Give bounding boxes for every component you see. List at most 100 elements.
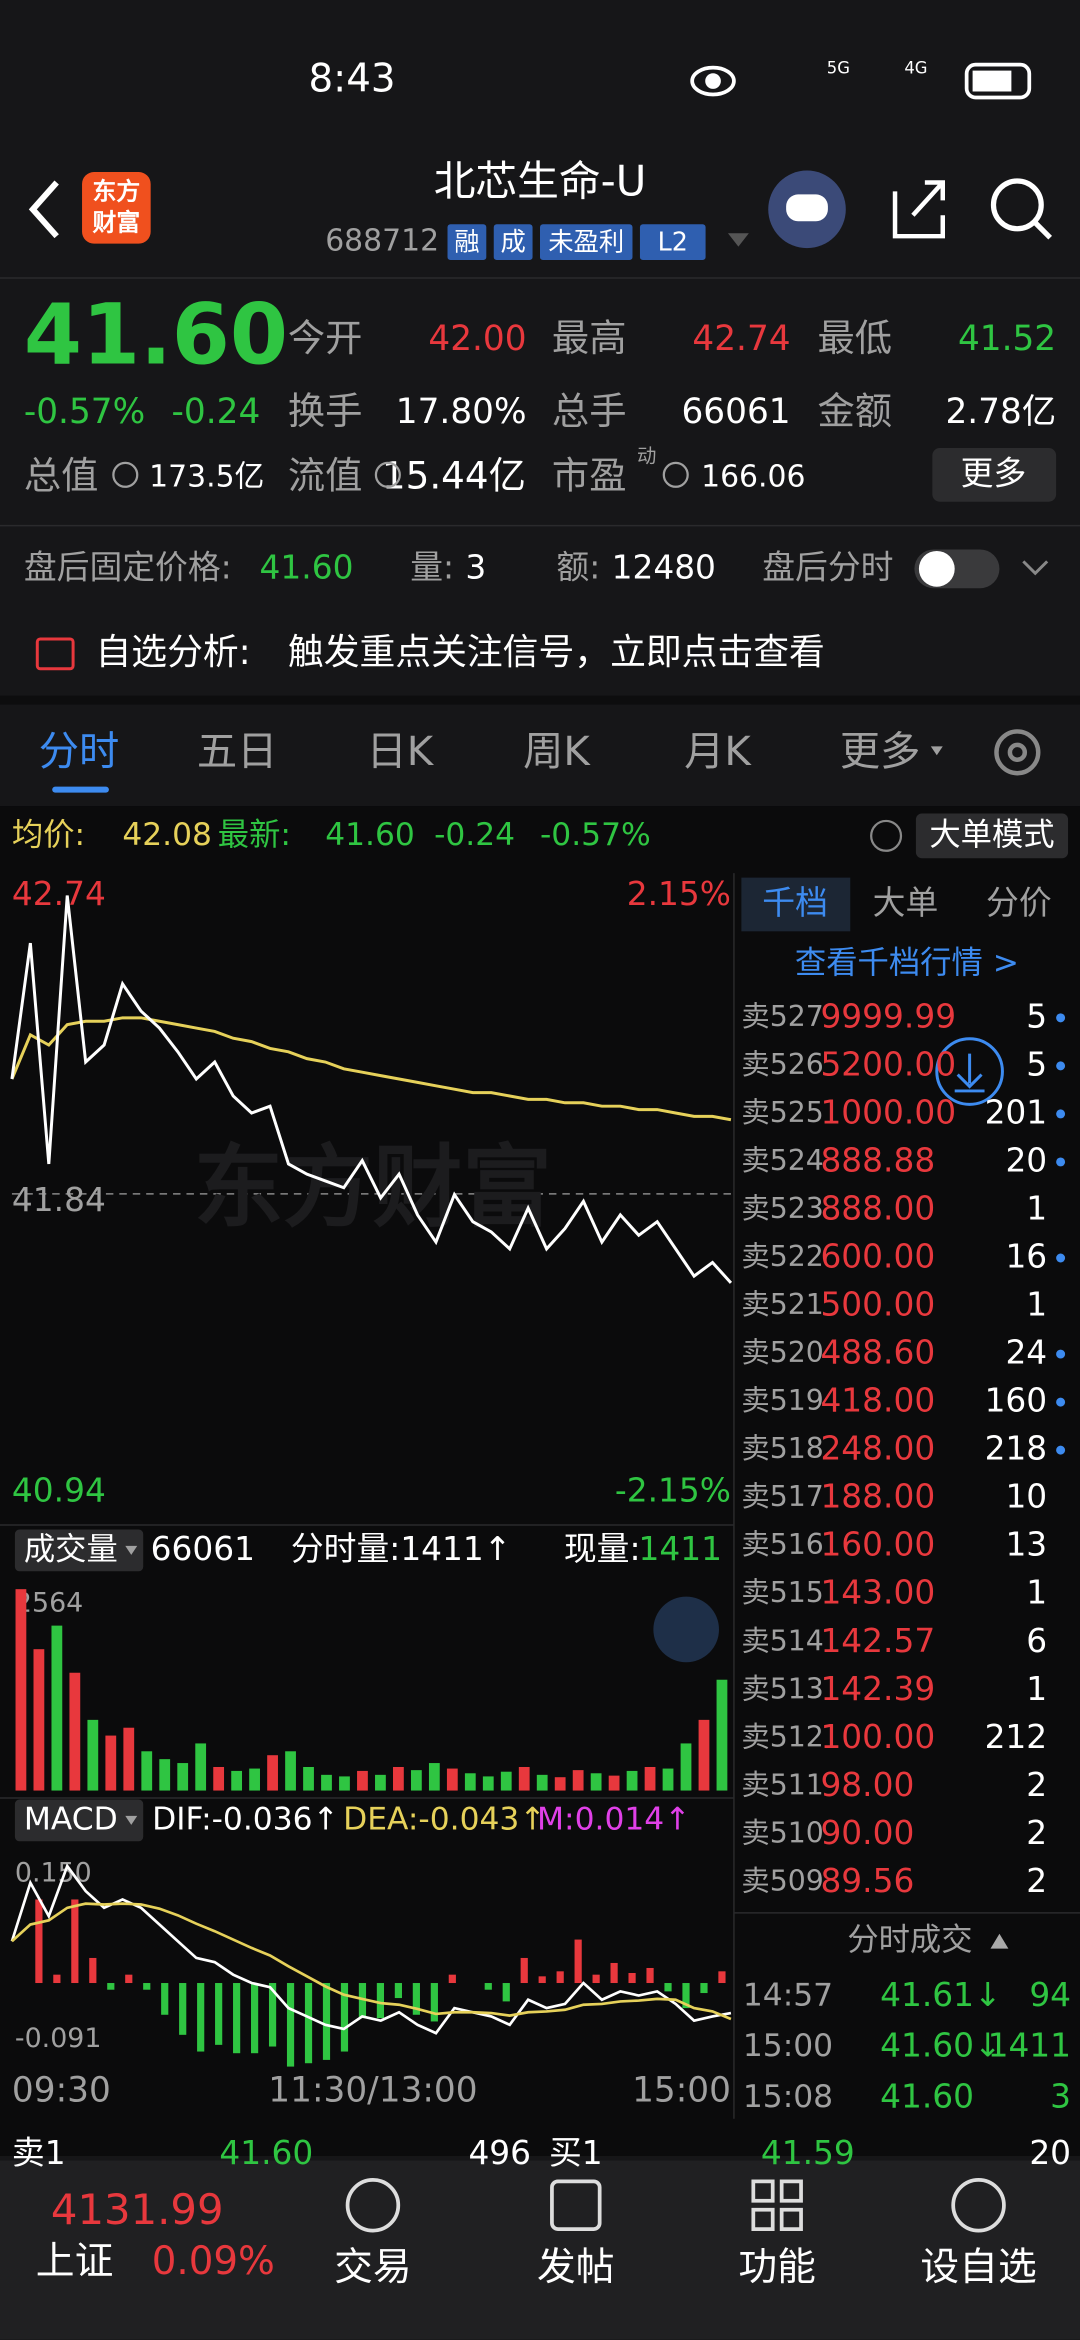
macd-bar (700, 1983, 708, 1994)
volume-bar (410, 1770, 422, 1791)
tab[interactable]: 五日 (197, 729, 278, 775)
logo[interactable] (82, 172, 151, 244)
book-label: 卖522 (741, 1240, 823, 1273)
book-price: 142.57 (820, 1622, 935, 1660)
volume-bar (159, 1759, 171, 1791)
macd-bar (628, 1972, 636, 1984)
y-tick-label: 42.74 (12, 875, 106, 913)
tab[interactable]: 周K (523, 729, 591, 775)
book-price: 888.88 (820, 1141, 935, 1179)
nav-item[interactable]: 功能 (738, 2245, 816, 2290)
tag (447, 224, 487, 261)
info: 41.60 (325, 817, 415, 853)
volume-selector[interactable] (14, 1529, 144, 1572)
tab[interactable]: 更多 (840, 729, 921, 775)
field-label: 今开 (288, 316, 363, 360)
volume-bar (590, 1773, 602, 1791)
macd-bar (538, 1976, 546, 1984)
volume-bar (482, 1776, 494, 1791)
book-price: 888.00 (820, 1189, 935, 1227)
nav-item[interactable]: 交易 (334, 2245, 412, 2290)
nav-bar (0, 2166, 1080, 2340)
label: 12480 (612, 548, 716, 586)
tab[interactable]: 分时 (39, 729, 120, 775)
tab-active[interactable] (741, 877, 851, 932)
label: 量: (410, 548, 454, 586)
trade-time: 14:57 (743, 1977, 833, 2013)
mode-button[interactable] (915, 813, 1069, 859)
alert-label: 自选分析: (95, 632, 250, 673)
caret (125, 1545, 138, 1555)
tab[interactable]: 日K (366, 729, 434, 775)
book-dot (1056, 1349, 1066, 1359)
macd-bar (89, 1957, 97, 1984)
expand-chart[interactable] (653, 1596, 720, 1663)
field-value: 173.5亿 (149, 459, 264, 494)
macd-bar (143, 1983, 151, 1990)
nav-item[interactable]: 发帖 (537, 2245, 615, 2290)
book-tab[interactable]: 大单 (873, 884, 939, 922)
volume-bar (141, 1751, 153, 1791)
index-value: 4131.99 (51, 2185, 224, 2234)
macd-bar (610, 1962, 618, 1984)
macd-bar (125, 1974, 133, 1984)
chart-background (0, 806, 1080, 2157)
expand[interactable] (1022, 560, 1049, 576)
label: 现量: (564, 1530, 641, 1568)
label: 3 (465, 548, 486, 586)
sort-icon[interactable] (990, 1933, 1009, 1949)
tag (639, 224, 706, 261)
indicator-selector[interactable] (14, 1799, 144, 1842)
caret (125, 1815, 138, 1825)
status-time: 8:43 (309, 57, 396, 102)
volume-bar (662, 1768, 674, 1791)
tag (493, 224, 533, 261)
volume-bar (213, 1766, 225, 1791)
field-value: 42.00 (428, 319, 526, 359)
tag-text: L2 (658, 227, 688, 257)
volume-bar (716, 1679, 728, 1791)
book-price: 160.00 (820, 1526, 935, 1564)
book-label: 卖524 (741, 1144, 823, 1177)
book-dot (1056, 1397, 1066, 1407)
macd-bar (430, 1983, 438, 2022)
stock-name: 北芯生命-U (434, 156, 647, 205)
macd-bar (592, 1974, 600, 1984)
share-icon[interactable] (892, 180, 945, 239)
macd-bar (574, 1939, 582, 1984)
volume-bar (357, 1770, 368, 1791)
dropdown[interactable] (727, 233, 749, 247)
settings-icon[interactable] (994, 729, 1041, 776)
book-label: 卖512 (741, 1720, 823, 1753)
book-tab[interactable]: 千档 (762, 884, 828, 922)
book-label: 卖513 (741, 1672, 823, 1705)
volume-bar (500, 1771, 512, 1791)
y-tick-label: -0.091 (15, 2023, 102, 2054)
info: 最新: (218, 817, 291, 853)
book-link[interactable]: 查看千档行情 > (795, 945, 1019, 981)
macd-bar (304, 1983, 313, 2064)
nav-icon (779, 2207, 803, 2231)
field-label: 总手 (552, 389, 627, 433)
macd-bar (358, 1983, 367, 2019)
download-icon[interactable] (935, 1037, 1004, 1106)
book-label: 卖520 (741, 1336, 823, 1369)
volume-bar (285, 1751, 296, 1791)
trades-title: 分时成交 (847, 1922, 972, 1958)
nav-icon (779, 2179, 803, 2203)
help-icon[interactable] (870, 819, 903, 852)
back-button[interactable] (28, 180, 59, 239)
info-icon (662, 461, 689, 488)
tab[interactable]: 月K (684, 729, 752, 775)
book-dot (1056, 1109, 1066, 1119)
nav-item[interactable]: 设自选 (920, 2245, 1036, 2290)
book-tab[interactable]: 分价 (986, 884, 1052, 922)
book-price: 1000.00 (820, 1093, 956, 1131)
book-label: 卖510 (741, 1816, 823, 1849)
search-icon[interactable] (990, 178, 1053, 240)
nav-icon (550, 2179, 602, 2231)
more-button[interactable] (932, 448, 1057, 502)
more-text: 更多 (961, 454, 1027, 492)
label: 盘后分时 (762, 548, 893, 586)
